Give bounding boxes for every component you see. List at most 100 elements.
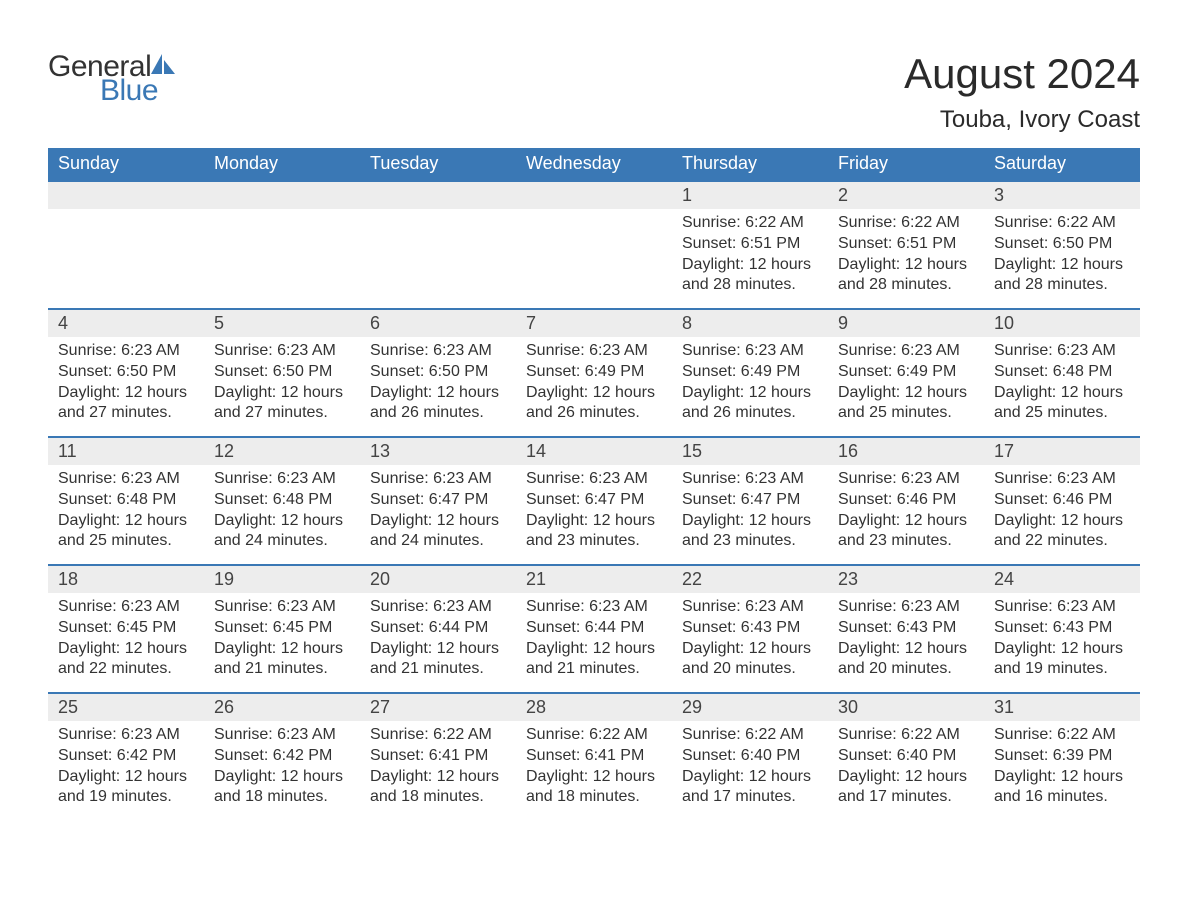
day-info: Sunrise: 6:23 AMSunset: 6:49 PMDaylight:…	[838, 341, 974, 424]
day-info: Sunrise: 6:22 AMSunset: 6:40 PMDaylight:…	[682, 725, 818, 808]
sunrise-line: Sunrise: 6:23 AM	[370, 341, 506, 362]
week-row: 1 Sunrise: 6:22 AM Sunset: 6:51 PM Daylight…	[48, 180, 1140, 308]
daylight-line: Daylight: 12 hours and 18 minutes.	[214, 767, 350, 809]
day-cell: 8Sunrise: 6:23 AMSunset: 6:49 PMDaylight…	[672, 310, 828, 436]
sunset-line: Sunset: 6:49 PM	[682, 362, 818, 383]
day-number: 1	[672, 182, 828, 209]
location: Touba, Ivory Coast	[904, 106, 1140, 134]
sunrise-line: Sunrise: 6:22 AM	[682, 213, 818, 234]
day-number: 31	[984, 694, 1140, 721]
day-info: Sunrise: 6:23 AMSunset: 6:43 PMDaylight:…	[994, 597, 1130, 680]
sunrise-line: Sunrise: 6:23 AM	[526, 469, 662, 490]
sunrise-line: Sunrise: 6:22 AM	[682, 725, 818, 746]
daylight-line: Daylight: 12 hours and 18 minutes.	[526, 767, 662, 809]
week-row: 11Sunrise: 6:23 AMSunset: 6:48 PMDayligh…	[48, 436, 1140, 564]
day-number: 5	[204, 310, 360, 337]
day-cell: 18 Sunrise: 6:23 AMSunset: 6:45 PMDayligh…	[48, 566, 204, 692]
header: General Blue August 2024 Touba, Ivory Co…	[48, 50, 1140, 134]
daylight-line: Daylight: 12 hours and 19 minutes.	[994, 639, 1130, 681]
daylight-line: Daylight: 12 hours and 28 minutes.	[682, 255, 818, 297]
daylight-line: Daylight: 12 hours and 23 minutes.	[526, 511, 662, 553]
day-number: 20	[360, 566, 516, 593]
day-info: Sunrise: 6:22 AMSunset: 6:41 PMDaylight:…	[526, 725, 662, 808]
sunrise-line: Sunrise: 6:23 AM	[214, 725, 350, 746]
day-cell: 3Sunrise: 6:22 AMSunset: 6:50 PMDaylight…	[984, 182, 1140, 308]
day-info: Sunrise: 6:23 AMSunset: 6:48 PMDaylight:…	[214, 469, 350, 552]
day-cell	[48, 182, 204, 308]
day-info: Sunrise: 6:23 AMSunset: 6:46 PMDaylight:…	[994, 469, 1130, 552]
sunset-line: Sunset: 6:47 PM	[682, 490, 818, 511]
sunset-line: Sunset: 6:51 PM	[838, 234, 974, 255]
sunset-line: Sunset: 6:43 PM	[994, 618, 1130, 639]
logo: General Blue	[48, 50, 176, 108]
daylight-line: Daylight: 12 hours and 27 minutes.	[214, 383, 350, 425]
weekday-label: Sunday	[48, 148, 204, 180]
weekday-label: Thursday	[672, 148, 828, 180]
day-info: Sunrise: 6:22 AMSunset: 6:39 PMDaylight:…	[994, 725, 1130, 808]
sunrise-line: Sunrise: 6:23 AM	[838, 341, 974, 362]
empty-day-bar	[360, 182, 516, 209]
day-info: Sunrise: 6:23 AMSunset: 6:47 PMDaylight:…	[682, 469, 818, 552]
day-cell: 2Sunrise: 6:22 AMSunset: 6:51 PMDaylight…	[828, 182, 984, 308]
sunset-line: Sunset: 6:48 PM	[58, 490, 194, 511]
sunrise-line: Sunrise: 6:23 AM	[838, 469, 974, 490]
sunset-line: Sunset: 6:45 PM	[214, 618, 350, 639]
sunset-line: Sunset: 6:49 PM	[526, 362, 662, 383]
day-info: Sunrise: 6:23 AMSunset: 6:43 PMDaylight:…	[682, 597, 818, 680]
sunset-line: Sunset: 6:46 PM	[838, 490, 974, 511]
week-row: 25Sunrise: 6:23 AMSunset: 6:42 PMDayligh…	[48, 692, 1140, 820]
day-info: Sunrise: 6:23 AMSunset: 6:50 PMDaylight:…	[58, 341, 194, 424]
day-cell	[360, 182, 516, 308]
sunrise-line: Sunrise: 6:23 AM	[682, 341, 818, 362]
day-number: 27	[360, 694, 516, 721]
sunset-line: Sunset: 6:50 PM	[994, 234, 1130, 255]
sunrise-line: Sunrise: 6:22 AM	[370, 725, 506, 746]
day-cell: 15 Sunrise: 6:23 AMSunset: 6:47 PMDayligh…	[672, 438, 828, 564]
daylight-line: Daylight: 12 hours and 25 minutes.	[994, 383, 1130, 425]
weekday-label: Friday	[828, 148, 984, 180]
day-info: Sunrise: 6:22 AMSunset: 6:50 PMDaylight:…	[994, 213, 1130, 296]
daylight-line: Daylight: 12 hours and 21 minutes.	[526, 639, 662, 681]
day-info: Sunrise: 6:23 AMSunset: 6:45 PMDaylight:…	[58, 597, 194, 680]
day-cell: 5Sunrise: 6:23 AMSunset: 6:50 PMDaylight…	[204, 310, 360, 436]
sunrise-line: Sunrise: 6:23 AM	[682, 469, 818, 490]
daylight-line: Daylight: 12 hours and 28 minutes.	[994, 255, 1130, 297]
day-cell: 21Sunrise: 6:23 AMSunset: 6:44 PMDayligh…	[516, 566, 672, 692]
day-cell: 22 Sunrise: 6:23 AMSunset: 6:43 PMDayligh…	[672, 566, 828, 692]
sunrise-line: Sunrise: 6:23 AM	[994, 341, 1130, 362]
sunrise-line: Sunrise: 6:23 AM	[370, 469, 506, 490]
day-cell: 7Sunrise: 6:23 AMSunset: 6:49 PMDaylight…	[516, 310, 672, 436]
daylight-line: Daylight: 12 hours and 22 minutes.	[58, 639, 194, 681]
sunrise-line: Sunrise: 6:23 AM	[58, 725, 194, 746]
daylight-line: Daylight: 12 hours and 24 minutes.	[214, 511, 350, 553]
day-info: Sunrise: 6:23 AMSunset: 6:49 PMDaylight:…	[526, 341, 662, 424]
day-number: 26	[204, 694, 360, 721]
empty-day-bar	[516, 182, 672, 209]
day-cell: 12Sunrise: 6:23 AMSunset: 6:48 PMDayligh…	[204, 438, 360, 564]
sunrise-line: Sunrise: 6:23 AM	[526, 597, 662, 618]
day-number: 19	[204, 566, 360, 593]
weekday-label: Saturday	[984, 148, 1140, 180]
day-info: Sunrise: 6:23 AMSunset: 6:50 PMDaylight:…	[370, 341, 506, 424]
day-number: 18	[48, 566, 204, 593]
daylight-line: Daylight: 12 hours and 20 minutes.	[682, 639, 818, 681]
day-cell	[204, 182, 360, 308]
sunset-line: Sunset: 6:40 PM	[838, 746, 974, 767]
day-info: Sunrise: 6:23 AMSunset: 6:48 PMDaylight:…	[58, 469, 194, 552]
day-info: Sunrise: 6:23 AMSunset: 6:44 PMDaylight:…	[526, 597, 662, 680]
day-info: Sunrise: 6:23 AMSunset: 6:47 PMDaylight:…	[370, 469, 506, 552]
daylight-line: Daylight: 12 hours and 22 minutes.	[994, 511, 1130, 553]
day-number: 15	[672, 438, 828, 465]
day-number: 22	[672, 566, 828, 593]
day-info: Sunrise: 6:22 AMSunset: 6:40 PMDaylight:…	[838, 725, 974, 808]
daylight-line: Daylight: 12 hours and 24 minutes.	[370, 511, 506, 553]
day-info: Sunrise: 6:23 AMSunset: 6:49 PMDaylight:…	[682, 341, 818, 424]
day-cell	[516, 182, 672, 308]
sunrise-line: Sunrise: 6:22 AM	[994, 725, 1130, 746]
calendar: SundayMondayTuesdayWednesdayThursdayFrid…	[48, 148, 1140, 820]
weekday-label: Monday	[204, 148, 360, 180]
day-cell: 27Sunrise: 6:22 AMSunset: 6:41 PMDayligh…	[360, 694, 516, 820]
daylight-line: Daylight: 12 hours and 26 minutes.	[370, 383, 506, 425]
day-cell: 26Sunrise: 6:23 AMSunset: 6:42 PMDayligh…	[204, 694, 360, 820]
day-cell: 17Sunrise: 6:23 AMSunset: 6:46 PMDayligh…	[984, 438, 1140, 564]
